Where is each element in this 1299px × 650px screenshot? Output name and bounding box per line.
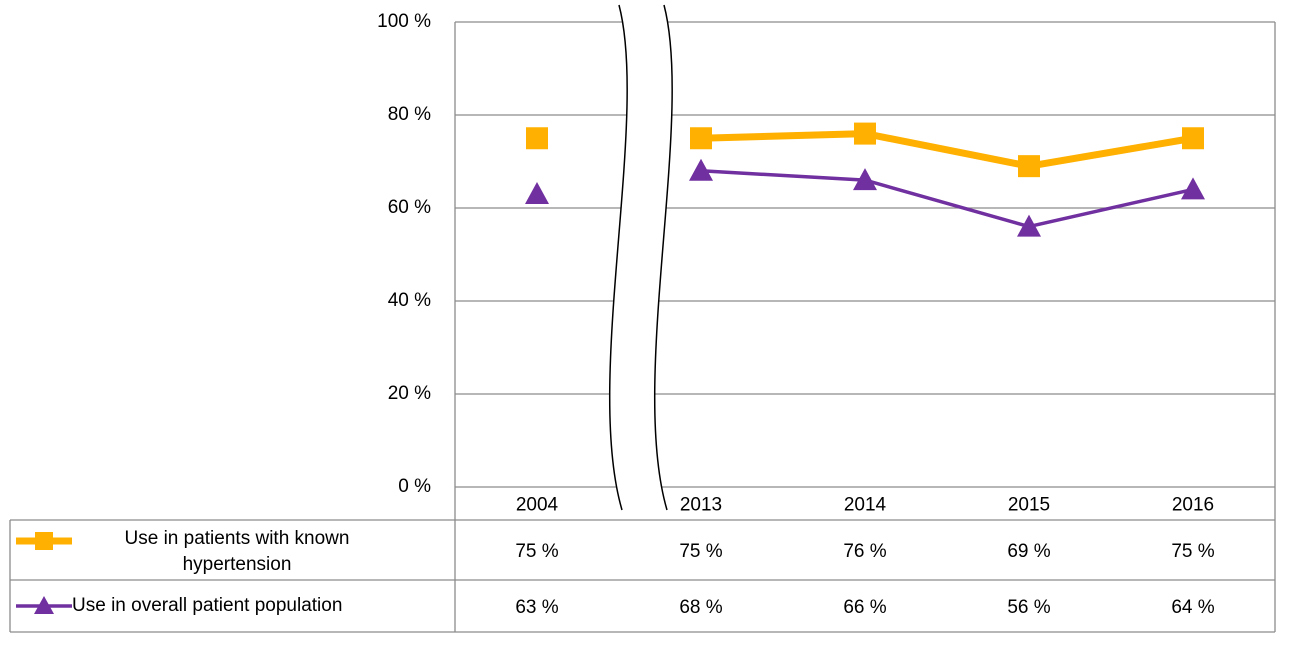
marker bbox=[1018, 155, 1040, 178]
x-tick-label: 2014 bbox=[844, 495, 887, 516]
table-value: 66 % bbox=[843, 597, 886, 618]
y-tick-label: 20 % bbox=[388, 383, 431, 404]
table-value: 63 % bbox=[515, 597, 558, 618]
y-tick-label: 60 % bbox=[388, 197, 431, 218]
legend-key-marker bbox=[35, 532, 53, 550]
x-tick-label: 2016 bbox=[1172, 495, 1214, 516]
table-value: 75 % bbox=[515, 541, 558, 562]
table-value: 68 % bbox=[679, 597, 722, 618]
table-value: 75 % bbox=[1171, 541, 1214, 562]
x-tick-label: 2013 bbox=[680, 495, 722, 516]
marker bbox=[854, 122, 876, 145]
y-tick-label: 100 % bbox=[377, 11, 431, 32]
marker bbox=[1181, 177, 1205, 200]
marker bbox=[689, 158, 713, 181]
axis-break bbox=[609, 5, 673, 510]
axis-break bbox=[654, 4, 673, 511]
marker bbox=[1017, 214, 1041, 237]
legend-label: Use in patients with known hypertension bbox=[124, 528, 350, 575]
marker bbox=[525, 182, 549, 205]
y-tick-label: 0 % bbox=[398, 476, 431, 497]
table-value: 64 % bbox=[1171, 597, 1214, 618]
x-tick-label: 2004 bbox=[516, 495, 559, 516]
x-tick-label: 2015 bbox=[1008, 495, 1050, 516]
axis-break bbox=[609, 4, 628, 511]
marker bbox=[526, 127, 548, 150]
legend-label: Use in overall patient population bbox=[72, 595, 343, 616]
table-value: 69 % bbox=[1007, 541, 1050, 562]
marker bbox=[690, 127, 712, 150]
table-value: 76 % bbox=[843, 541, 886, 562]
series-line bbox=[700, 169, 1194, 229]
legend-key-marker bbox=[34, 596, 54, 614]
y-tick-label: 40 % bbox=[388, 290, 431, 311]
marker bbox=[853, 168, 877, 191]
table-value: 75 % bbox=[679, 541, 722, 562]
marker bbox=[1182, 127, 1204, 150]
y-tick-label: 80 % bbox=[388, 104, 431, 125]
series-line bbox=[700, 130, 1194, 170]
table-value: 56 % bbox=[1007, 597, 1050, 618]
